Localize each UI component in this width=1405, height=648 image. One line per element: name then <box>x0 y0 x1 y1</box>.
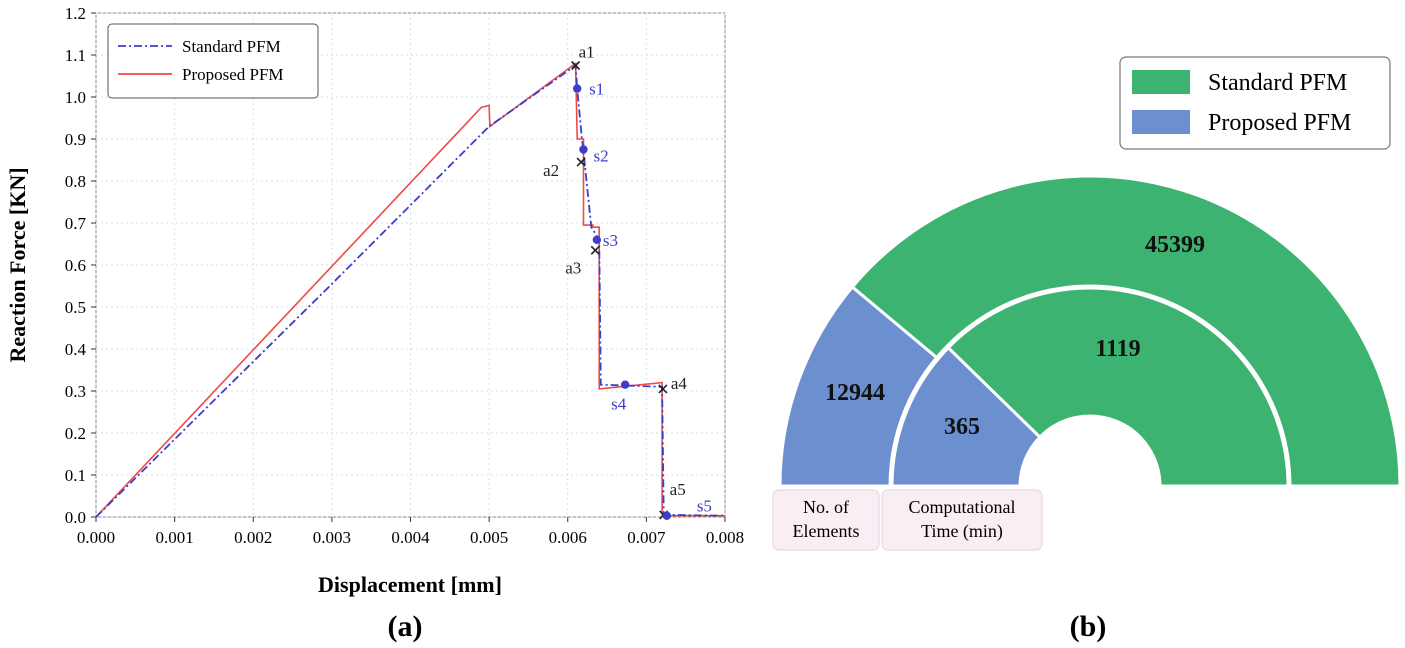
ring-2-segment-standard <box>946 286 1290 488</box>
y-tick-label: 1.0 <box>65 88 86 107</box>
marker-label-s4: s4 <box>611 395 627 414</box>
marker-s2: s2 <box>579 145 609 166</box>
ring-label-1: No. of Elements <box>772 489 880 551</box>
legend-a-label: Proposed PFM <box>182 65 284 84</box>
y-tick-label: 0.6 <box>65 256 86 275</box>
legend-a-entry: Standard PFM <box>118 37 281 56</box>
x-tick-label: 0.002 <box>234 528 272 547</box>
y-tick-label: 1.1 <box>65 46 86 65</box>
y-tick-label: 0.7 <box>65 214 87 233</box>
series-standard-pfm-line <box>95 63 726 518</box>
x-tick-label: 0.007 <box>627 528 666 547</box>
ring-label-text: Computational Time (min) <box>909 497 1016 542</box>
ring-2-segment-proposed <box>890 345 1043 488</box>
marker-label-s2: s2 <box>593 147 608 166</box>
marker-label-a1: a1 <box>579 43 595 62</box>
dot-marker-s4 <box>620 380 630 389</box>
y-tick-label: 0.9 <box>65 130 86 149</box>
x-marker-a4 <box>658 384 668 394</box>
y-axis-label: Reaction Force [KN] <box>5 167 30 362</box>
marker-s1: s1 <box>572 80 604 99</box>
series-lines <box>95 61 726 518</box>
ring-2-value-proposed: 365 <box>944 414 980 440</box>
legend-b: Standard PFM Proposed PFM <box>1119 56 1391 150</box>
panel-a-line-chart: 0.000 0.001 0.002 0.003 0.004 0.005 0.006 0.007… <box>5 4 744 643</box>
marker-a2: a2 <box>543 157 586 180</box>
ring-label-2: Computational Time (min) <box>881 489 1043 551</box>
marker-s5: s5 <box>662 497 712 520</box>
x-tick-label: 0.001 <box>156 528 194 547</box>
dot-marker-s3 <box>592 235 602 244</box>
y-tick-label: 0.4 <box>65 340 87 359</box>
legend-b-label: Proposed PFM <box>1208 110 1351 136</box>
marker-a1: a1 <box>571 43 595 71</box>
ring-label-box <box>881 489 1043 551</box>
ring-1-value-proposed: 12944 <box>825 380 885 406</box>
marker-label-a5: a5 <box>670 480 686 499</box>
y-tick-label: 0.8 <box>65 172 86 191</box>
marker-label-a2: a2 <box>543 161 559 180</box>
x-tick-label: 0.005 <box>470 528 508 547</box>
ring-labels: No. of Elements Computational Time (min) <box>772 489 1043 551</box>
ring-1-segment-standard <box>850 174 1402 488</box>
x-tick-label: 0.004 <box>391 528 430 547</box>
y-tick-label: 0.0 <box>65 508 86 527</box>
legend-a-box <box>107 23 319 99</box>
marker-s4: s4 <box>611 380 630 414</box>
panel-b-semi-donut: 45399 12944 1119 365 Standard PFM Proposed P… <box>772 56 1402 643</box>
dot-marker-s1 <box>572 84 582 93</box>
y-tick-label: 0.5 <box>65 298 86 317</box>
ring-label-text: No. of Elements <box>793 497 860 541</box>
x-marker-a3 <box>590 245 600 255</box>
legend-b-swatch <box>1132 70 1190 94</box>
x-tick-label: 0.008 <box>706 528 744 547</box>
ring-1-segment-proposed <box>778 284 939 488</box>
marker-label-s5: s5 <box>697 497 712 516</box>
ticks: 0.000 0.001 0.002 0.003 0.004 0.005 0.006 0.007… <box>65 4 744 547</box>
y-tick-label: 1.2 <box>65 4 86 23</box>
y-tick-label: 0.2 <box>65 424 86 443</box>
x-tick-label: 0.003 <box>313 528 351 547</box>
ring-2-value-standard: 1119 <box>1095 336 1140 362</box>
legend-b-entry: Standard PFM <box>1132 70 1347 96</box>
panel-a-label: (a) <box>388 610 423 643</box>
legend-a-label: Standard PFM <box>182 37 281 56</box>
ring-1-value-standard: 45399 <box>1145 232 1205 258</box>
x-marker-a2 <box>576 157 586 167</box>
dot-marker-s2 <box>579 145 588 154</box>
x-marker-a1 <box>571 60 581 71</box>
x-axis-label: Displacement [mm] <box>318 572 502 597</box>
marker-label-s1: s1 <box>589 80 604 99</box>
y-tick-label: 0.1 <box>65 466 86 485</box>
y-tick-label: 0.3 <box>65 382 86 401</box>
marker-label-a3: a3 <box>565 258 581 277</box>
marker-a4: a4 <box>658 374 688 394</box>
legend-a-entry: Proposed PFM <box>118 65 284 84</box>
ring-label-box <box>772 489 880 551</box>
legend-b-entry: Proposed PFM <box>1132 110 1351 136</box>
legend-a: Standard PFM Proposed PFM <box>107 23 319 99</box>
marker-label-a4: a4 <box>671 374 688 393</box>
x-tick-label: 0.000 <box>77 528 115 547</box>
point-markers: a1 a2 a3 a4 a5 s1 s2 s3 s4 s5 <box>543 43 712 520</box>
marker-label-s3: s3 <box>603 231 618 250</box>
marker-a3: a3 <box>565 245 600 277</box>
x-tick-label: 0.006 <box>549 528 587 547</box>
panel-b-label: (b) <box>1070 610 1107 643</box>
legend-b-label: Standard PFM <box>1208 70 1347 96</box>
legend-b-swatch <box>1132 110 1190 134</box>
rings: 45399 12944 1119 365 <box>778 174 1402 488</box>
dot-marker-s5 <box>662 511 672 520</box>
marker-s3: s3 <box>592 231 618 250</box>
